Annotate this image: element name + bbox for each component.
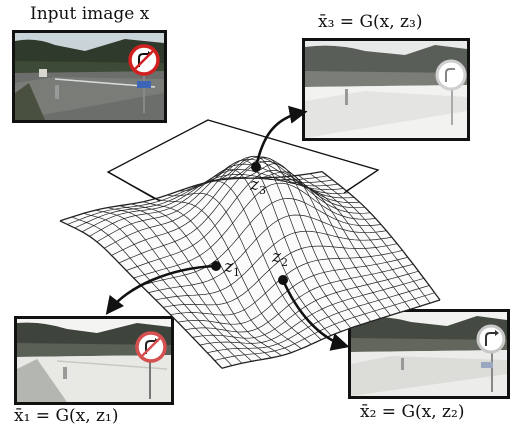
surface-grid-line	[67, 175, 328, 225]
output-image-x3	[302, 38, 470, 141]
surface-grid-line	[170, 250, 403, 316]
output-x2-caption: x̄₂ = G(x, z₂)	[360, 402, 465, 422]
arrow-to-x2	[281, 279, 350, 351]
surface-grid-line	[118, 161, 365, 264]
surface-fill	[60, 171, 440, 369]
input-image-caption: Input image x	[30, 4, 150, 24]
surface-grid-line	[199, 277, 424, 346]
input-image	[12, 30, 167, 123]
output-image-x1	[14, 316, 174, 405]
latent-point-z2	[278, 275, 288, 285]
surface-grid-line	[177, 256, 408, 325]
surface-grid-line	[155, 230, 392, 301]
label-z2: z2	[271, 247, 288, 269]
surface-grid-line	[126, 170, 371, 271]
output-x1-caption: x̄₁ = G(x, z₁)	[14, 406, 119, 426]
output-x3-caption: x̄₃ = G(x, z₃)	[318, 12, 423, 32]
surface-grid-line	[140, 198, 382, 286]
surface-grid-line	[59, 170, 323, 222]
arrow-to-x1	[105, 264, 217, 315]
surface-grid-line	[89, 163, 344, 237]
latent-surface	[59, 155, 441, 369]
surface-grid-line	[207, 285, 430, 354]
arrow-to-x3	[254, 105, 308, 168]
surface-grid-line	[148, 214, 387, 293]
surface-grid-line	[111, 156, 360, 256]
latent-point-z3	[251, 162, 261, 172]
surface-grid-line	[133, 182, 376, 279]
surface-grid-line	[163, 243, 398, 308]
surface-grid-line	[192, 270, 419, 339]
plane-front-edge	[107, 171, 161, 202]
label-z3: z3	[249, 175, 266, 197]
output-image-x2	[348, 309, 510, 399]
latent-point-z1	[211, 261, 221, 271]
surface-grid-line	[96, 158, 349, 243]
surface-grid-line	[214, 292, 435, 361]
plane-right-edge	[343, 169, 379, 194]
label-z1: z1	[223, 257, 240, 279]
surface-grid-line	[185, 263, 414, 333]
